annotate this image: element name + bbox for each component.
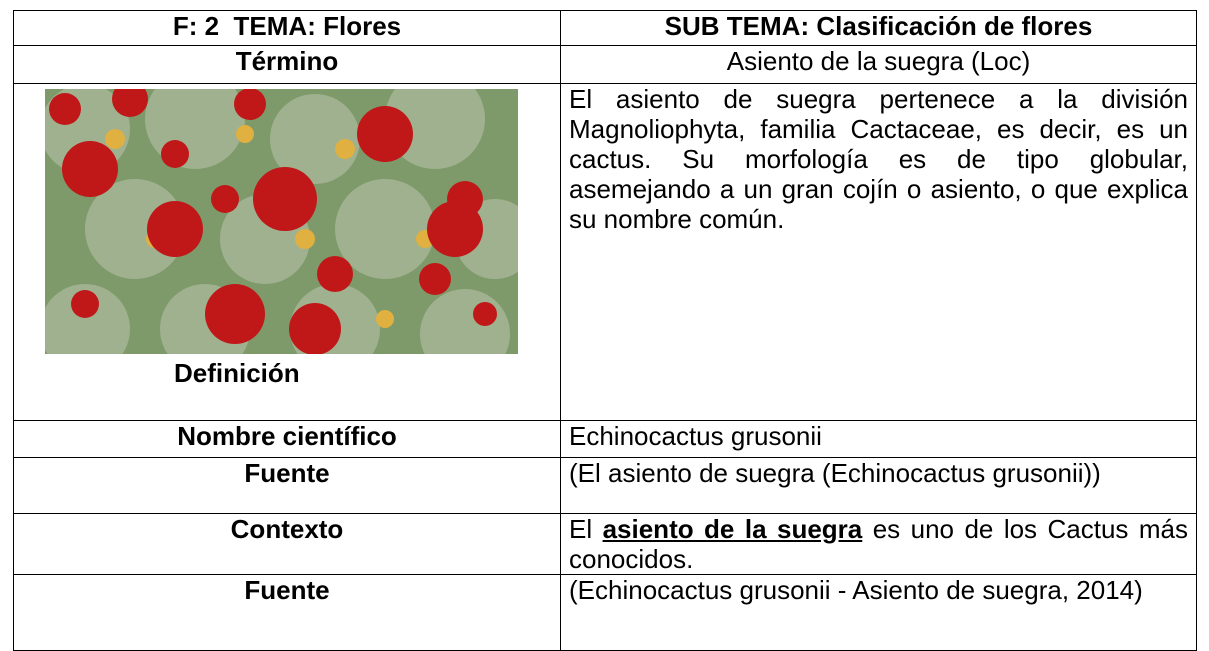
- label-cell: Nombre científico: [13, 420, 561, 458]
- label-cell: Fuente: [13, 574, 561, 651]
- label-cell: Contexto: [13, 513, 561, 575]
- row: Fuente (Echinocactus grusonii - Asiento …: [13, 574, 1197, 651]
- row: Término Asiento de la suegra (Loc): [13, 45, 1197, 84]
- row: Definición El asiento de suegra pertenec…: [13, 83, 1197, 421]
- label-text: Definición: [174, 358, 300, 388]
- text: El: [569, 514, 603, 544]
- text: es uno de los Cactus más conocidos.: [569, 514, 1188, 574]
- value-cell: (El asiento de suegra (Echinocactus grus…: [560, 457, 1197, 514]
- term-table: F: 2 TEMA: Flores SUB TEMA: Clasificació…: [13, 10, 1197, 651]
- value-cell: Echinocactus grusonii: [560, 420, 1197, 458]
- value-cell: El asiento de suegra pertenece a la divi…: [560, 83, 1197, 421]
- value-cell: (Echinocactus grusonii - Asiento de sueg…: [560, 574, 1197, 651]
- label-cell: Término: [13, 45, 561, 84]
- value-cell: El asiento de la suegra es uno de los Ca…: [560, 513, 1197, 575]
- row: Fuente (El asiento de suegra (Echinocact…: [13, 457, 1197, 514]
- row: Contexto El asiento de la suegra es uno …: [13, 513, 1197, 575]
- label-cell: Fuente: [13, 457, 561, 514]
- cactus-photo: [45, 89, 518, 354]
- value-cell: Asiento de la suegra (Loc): [560, 45, 1197, 84]
- label-cell: Definición: [13, 83, 561, 421]
- highlight: asiento de la suegra: [602, 514, 863, 544]
- header-cell: F: 2 TEMA: Flores: [13, 10, 561, 46]
- row: Nombre científico Echinocactus grusonii: [13, 420, 1197, 458]
- header-row: F: 2 TEMA: Flores SUB TEMA: Clasificació…: [13, 10, 1197, 46]
- header-cell: SUB TEMA: Clasificación de flores: [560, 10, 1197, 46]
